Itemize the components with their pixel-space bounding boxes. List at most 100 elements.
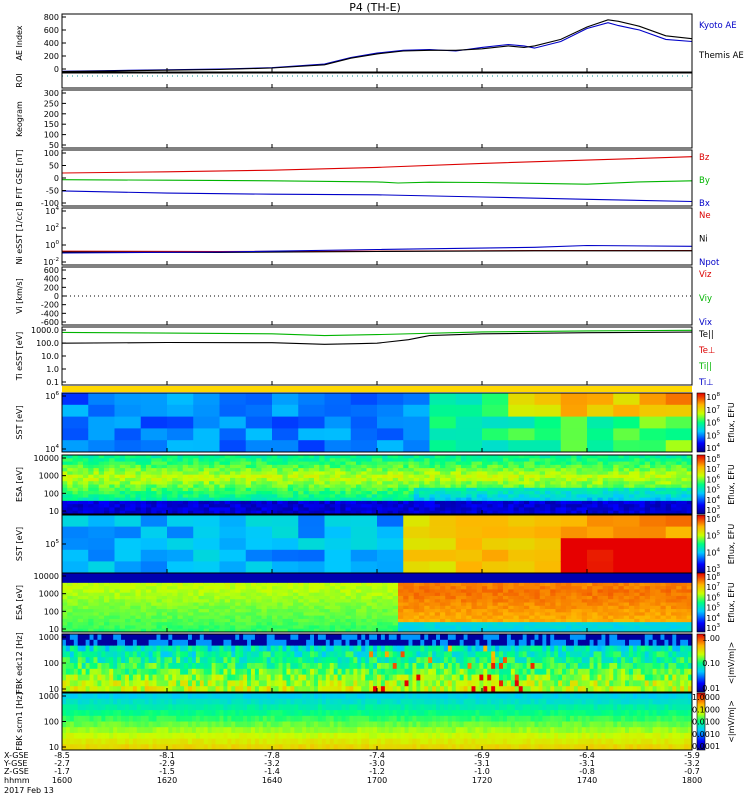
esa_e-heatmap-cell — [623, 491, 630, 495]
esa_i-heatmap-cell — [634, 589, 640, 594]
keogram-ytick-label: 150 — [44, 120, 59, 129]
esa_i-heatmap-cell — [455, 602, 462, 607]
fbk_e-heatmap-cell — [121, 639, 126, 647]
esa_e-heatmap-cell — [230, 481, 236, 485]
esa_e-heatmap-cell — [287, 477, 294, 482]
esa_e-heatmap-cell — [534, 477, 541, 482]
esa_e-heatmap-cell — [193, 484, 199, 489]
esa_i-heatmap-cell — [245, 586, 252, 590]
sst_e-heatmap-cell — [665, 404, 693, 418]
esa_i-heatmap-cell — [440, 615, 446, 620]
esa_e-heatmap-cell — [146, 461, 152, 466]
sst_e-ytick-label: 104 — [45, 444, 59, 454]
esa_i-heatmap-cell — [324, 579, 331, 584]
esa_i-heatmap-cell — [634, 573, 640, 577]
esa_e-heatmap-cell — [104, 510, 110, 515]
esa_e-heatmap-cell — [676, 461, 682, 466]
velocity-ytick-label: -600 — [41, 318, 59, 327]
esa_e-heatmap-cell — [419, 484, 425, 489]
esa_e-heatmap-cell — [62, 494, 68, 499]
fbk_e-heatmap-cell — [81, 668, 87, 676]
esa_e-heatmap-cell — [256, 468, 262, 472]
esa_e-heatmap-cell — [681, 484, 688, 489]
esa_e-heatmap-cell — [398, 484, 404, 489]
esa_i-heatmap-cell — [518, 622, 525, 626]
esa_e-heatmap-cell — [434, 497, 441, 502]
esa_i-heatmap-cell — [130, 609, 136, 613]
esa_i-heatmap-cell — [555, 595, 562, 600]
esa_e-heatmap-cell — [340, 487, 346, 492]
esa_e-heatmap-cell — [455, 504, 462, 508]
esa_i-heatmap-cell — [429, 573, 436, 577]
esa_i-heatmap-cell — [618, 628, 625, 633]
esa_e-heatmap-cell — [377, 474, 383, 479]
esa_e-heatmap-cell — [424, 461, 430, 466]
esa_e-heatmap-cell — [235, 458, 241, 463]
esa_e-heatmap-cell — [198, 507, 205, 512]
sst_i-heatmap-cell — [272, 515, 299, 528]
esa_e-heatmap-cell — [114, 494, 121, 499]
esa_e-heatmap-cell — [392, 510, 399, 515]
esa_e-heatmap-cell — [182, 500, 189, 505]
esa_i-heatmap-cell — [188, 595, 194, 600]
esa_i-heatmap-cell — [272, 589, 278, 594]
esa_e-heatmap-cell — [287, 481, 294, 485]
esa_e-heatmap-cell — [277, 477, 283, 482]
esa_e-heatmap-cell — [650, 494, 656, 499]
esa_e-heatmap-cell — [256, 471, 262, 476]
esa_e-heatmap-cell — [429, 458, 436, 463]
esa_i-heatmap-cell — [629, 615, 635, 620]
bfield-ylabel: B FIT GSE [nT] — [15, 149, 24, 207]
esa_e-heatmap-cell — [608, 487, 614, 492]
esa_i-heatmap-cell — [555, 622, 562, 626]
esa_e-heatmap-cell — [377, 487, 383, 492]
esa_i-heatmap-cell — [251, 615, 257, 620]
esa_i-heatmap-cell — [188, 609, 194, 613]
esa_i-heatmap-cell — [398, 628, 404, 633]
esa_e-heatmap-cell — [623, 477, 630, 482]
esa_e-heatmap-cell — [140, 484, 147, 489]
esa_e-heatmap-cell — [161, 464, 168, 469]
esa_e-heatmap-cell — [256, 484, 262, 489]
esa_e-heatmap-cell — [676, 464, 682, 469]
sst_e-heatmap-cell — [193, 404, 220, 418]
esa_i-heatmap-cell — [524, 586, 530, 590]
esa_e-heatmap-cell — [576, 504, 583, 508]
esa_e-heatmap-cell — [67, 510, 73, 515]
esa_e-heatmap-cell — [382, 458, 388, 463]
esa_e-heatmap-cell — [576, 477, 583, 482]
fbk_e-heatmap-cell — [85, 686, 91, 693]
esa_e-heatmap-cell — [303, 464, 310, 469]
esa_e-heatmap-cell — [560, 494, 567, 499]
esa_i-heatmap-cell — [193, 618, 199, 623]
esa_e-heatmap-cell — [461, 468, 467, 472]
esa_e-heatmap-cell — [156, 500, 163, 505]
esa_i-heatmap-cell — [361, 625, 367, 630]
sst_i-colorbar-tick-label: 104 — [706, 547, 720, 557]
esa_i-heatmap-cell — [387, 622, 394, 626]
fbk_e-heatmap-cell — [117, 680, 122, 687]
esa_i-heatmap-cell — [83, 612, 89, 617]
esa_i-heatmap-cell — [98, 625, 105, 630]
esa_e-heatmap-cell — [419, 461, 425, 466]
esa_e-heatmap-cell — [266, 491, 273, 495]
fbk_e-heatmap-cell — [85, 680, 91, 687]
esa_i-heatmap-cell — [188, 586, 194, 590]
esa_i-heatmap-cell — [419, 573, 425, 577]
esa_i-heatmap-cell — [571, 579, 577, 584]
esa_i-heatmap-cell — [566, 612, 572, 617]
esa_e-heatmap-cell — [114, 481, 121, 485]
esa_e-heatmap-cell — [408, 510, 415, 515]
esa_i-heatmap-cell — [629, 595, 635, 600]
esa_i-heatmap-cell — [193, 589, 199, 594]
fbk_e-heatmap-cell — [101, 686, 106, 693]
esa_e-heatmap-cell — [676, 484, 682, 489]
esa_e-heatmap-cell — [639, 491, 646, 495]
esa_i-heatmap-cell — [545, 625, 551, 630]
esa_e-heatmap-cell — [224, 510, 231, 515]
esa_e-heatmap-cell — [629, 500, 635, 505]
esa_i-heatmap-cell — [83, 576, 89, 581]
esa_i-heatmap-cell — [114, 599, 121, 603]
esa_e-heatmap-cell — [671, 494, 677, 499]
fbk_e-heatmap-cell — [97, 657, 102, 664]
